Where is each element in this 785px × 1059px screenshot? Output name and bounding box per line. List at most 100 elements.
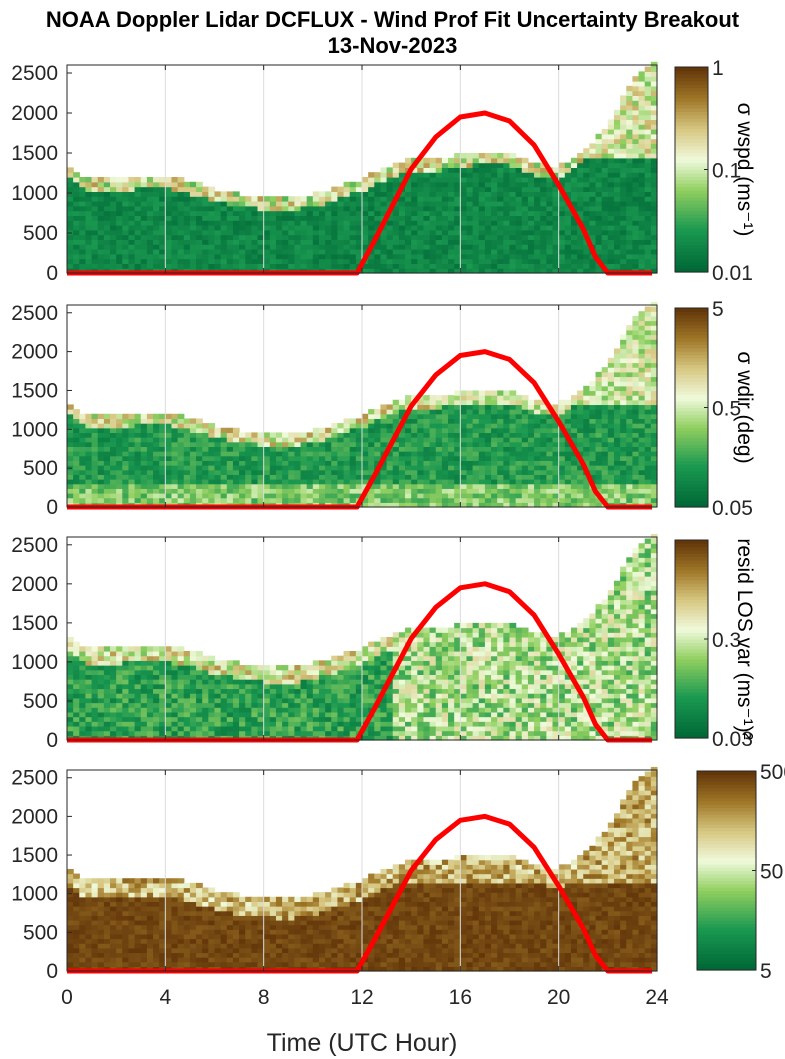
heatmap-cell (269, 205, 277, 212)
heatmap-cell (306, 205, 314, 212)
heatmap-cell (577, 162, 584, 168)
heatmap-cell (564, 181, 572, 188)
heatmap-cell (441, 210, 449, 216)
heatmap-cell (153, 707, 160, 713)
heatmap-cell (85, 177, 93, 183)
heatmap-cell (638, 455, 646, 461)
heatmap-cell (140, 177, 148, 183)
heatmap-cell (595, 181, 603, 188)
heatmap-cell (448, 427, 455, 434)
heatmap-cell (159, 721, 166, 727)
heatmap-cell (128, 423, 136, 429)
colorbar-segment (675, 114, 708, 119)
heatmap-cell (318, 432, 326, 438)
heatmap-cell (165, 730, 173, 736)
heatmap-cell (306, 201, 314, 207)
heatmap-cell (644, 85, 652, 92)
heatmap-cell (306, 244, 314, 250)
heatmap-cell (478, 427, 486, 434)
heatmap-cell (570, 234, 578, 240)
heatmap-cell (220, 258, 228, 264)
heatmap-cell (85, 229, 93, 236)
heatmap-cell (103, 225, 111, 231)
heatmap-cell (202, 721, 209, 727)
heatmap-cell (589, 157, 597, 164)
heatmap-cell (392, 244, 400, 250)
heatmap-cell (448, 493, 455, 499)
heatmap-cell (177, 225, 185, 231)
heatmap-cell (607, 455, 615, 461)
heatmap-cell (159, 707, 166, 713)
heatmap-cell (159, 253, 166, 260)
heatmap-cell (515, 263, 523, 269)
heatmap-cell (374, 451, 382, 457)
heatmap-cell (527, 493, 535, 499)
heatmap-cell (644, 210, 652, 216)
heatmap-cell (103, 451, 111, 457)
heatmap-cell (368, 205, 375, 212)
heatmap-cell (196, 460, 203, 466)
heatmap-cell (613, 177, 621, 183)
heatmap-cell (497, 229, 504, 236)
heatmap-cell (620, 234, 627, 240)
heatmap-cell (613, 353, 621, 359)
heatmap-cell (472, 225, 480, 231)
heatmap-cell (509, 177, 517, 183)
heatmap-cell (251, 479, 259, 485)
heatmap-cell (232, 201, 240, 207)
heatmap-cell (497, 437, 504, 443)
heatmap-cell (116, 413, 123, 420)
heatmap-cell (552, 502, 560, 508)
heatmap-cell (386, 432, 394, 438)
heatmap-cell (644, 253, 652, 260)
heatmap-cell (503, 167, 511, 173)
heatmap-cell (177, 177, 185, 183)
heatmap-cell (306, 196, 314, 202)
heatmap-cell (417, 220, 425, 226)
heatmap-cell (177, 229, 185, 236)
heatmap-cell (79, 181, 87, 188)
heatmap-cell (601, 451, 609, 457)
heatmap-cell (189, 446, 197, 452)
heatmap-cell (577, 404, 584, 410)
heatmap-cell (134, 683, 142, 690)
heatmap-cell (97, 437, 105, 443)
heatmap-cell (257, 441, 265, 447)
heatmap-cell (607, 488, 615, 494)
heatmap-cell (122, 711, 130, 718)
heatmap-cell (116, 674, 123, 680)
heatmap-cell (478, 172, 486, 178)
heatmap-cell (478, 263, 486, 269)
heatmap-cell (263, 225, 271, 231)
heatmap-cell (362, 263, 369, 269)
heatmap-cell (103, 707, 111, 713)
heatmap-cell (159, 196, 166, 202)
heatmap-cell (73, 220, 80, 226)
heatmap-cell (491, 172, 498, 178)
heatmap-cell (140, 451, 148, 457)
heatmap-cell (325, 196, 332, 202)
heatmap-cell (589, 399, 597, 406)
heatmap-cell (466, 258, 474, 264)
heatmap-cell (503, 229, 511, 236)
heatmap-cell (638, 409, 646, 415)
heatmap-cell (472, 249, 480, 255)
heatmap-cell (558, 465, 566, 471)
heatmap-cell (239, 451, 246, 457)
heatmap-cell (177, 215, 185, 221)
heatmap-cell (644, 249, 652, 255)
heatmap-cell (448, 162, 455, 168)
heatmap-cell (626, 357, 634, 364)
heatmap-cell (620, 441, 627, 447)
heatmap-cell (392, 413, 400, 420)
heatmap-cell (140, 191, 148, 197)
heatmap-cell (534, 177, 541, 183)
heatmap-cell (429, 253, 437, 260)
colorbar-segment (675, 254, 708, 259)
heatmap-cell (509, 413, 517, 420)
heatmap-cell (484, 483, 492, 489)
heatmap-cell (79, 451, 87, 457)
heatmap-cell (325, 441, 332, 447)
heatmap-cell (644, 371, 652, 378)
heatmap-cell (632, 263, 640, 269)
